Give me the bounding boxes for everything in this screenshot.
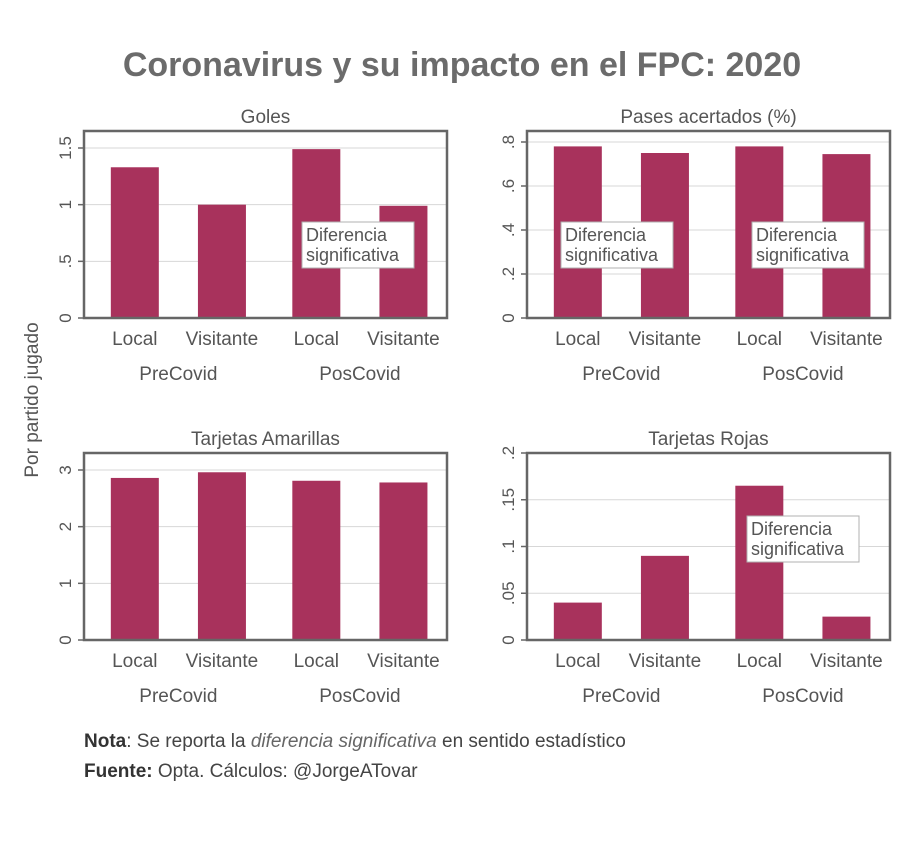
source-label: Fuente:	[84, 761, 153, 782]
panel-3: Tarjetas Amarillas 0 1 2 3 Local Visitante Loca…	[56, 429, 449, 707]
x-group-label: PosCovid	[762, 686, 843, 707]
bar-local-poscovid	[735, 485, 784, 640]
y-tick-label: .2	[499, 267, 518, 281]
bar-visitante-precovid	[197, 204, 246, 318]
x-group-label: PreCovid	[582, 686, 660, 707]
x-category-label: Local	[555, 651, 600, 672]
panel-frame	[82, 129, 449, 320]
panel-2: Pases acertados (%) 0 .2 .4 .6 .8 Local Visitan…	[499, 107, 892, 385]
note-label: Nota	[84, 731, 127, 752]
panel-frame	[525, 129, 892, 320]
annotation-text: Diferencia	[306, 225, 388, 245]
x-category-label: Visitante	[367, 329, 440, 350]
annotation-text: significativa	[306, 245, 400, 265]
bar-local-precovid	[553, 602, 602, 640]
panel-title: Tarjetas Rojas	[648, 429, 768, 450]
panel-title: Goles	[241, 107, 291, 128]
bar-local-poscovid	[292, 480, 341, 640]
y-tick-label: 0	[499, 313, 518, 322]
x-group-label: PreCovid	[139, 686, 217, 707]
y-tick-label: 2	[56, 522, 75, 531]
bar-local-precovid	[110, 477, 159, 640]
annotation-text: significativa	[751, 539, 845, 559]
annotation-text: Diferencia	[751, 519, 833, 539]
bar-local-precovid	[110, 167, 159, 318]
annotation-text: Diferencia	[756, 225, 838, 245]
bar-visitante-precovid	[640, 555, 689, 640]
note-text-after: en sentido estadístico	[436, 731, 626, 752]
note-italic: diferencia significativa	[250, 731, 437, 752]
x-group-label: PreCovid	[582, 364, 660, 385]
chart-title: Coronavirus y su impacto en el FPC: 2020	[123, 46, 801, 84]
source-line: Fuente: Opta. Cálculos: @JorgeATovar	[84, 761, 418, 783]
panels: Goles 0 .5 1 1.5 Local Visitante Local Visitante…	[56, 107, 892, 707]
note-line: Nota: Se reporta la diferencia significa…	[84, 731, 626, 753]
x-group-label: PosCovid	[319, 686, 400, 707]
x-category-label: Visitante	[367, 651, 440, 672]
annotation-text: significativa	[756, 245, 850, 265]
y-axis-label: Por partido jugado	[22, 322, 43, 477]
annotation-background	[746, 515, 860, 563]
annotation-text: significativa	[565, 245, 659, 265]
panel-title: Tarjetas Amarillas	[191, 429, 340, 450]
y-tick-label: 1.5	[56, 136, 75, 160]
panel-frame	[82, 451, 449, 642]
x-category-label: Visitante	[186, 651, 259, 672]
annotation-background	[560, 221, 674, 269]
x-category-label: Local	[555, 329, 600, 350]
x-category-label: Visitante	[810, 329, 883, 350]
annotation-background	[301, 221, 415, 269]
x-category-label: Visitante	[629, 329, 702, 350]
x-category-label: Visitante	[186, 329, 259, 350]
x-category-label: Local	[294, 651, 339, 672]
x-category-label: Local	[112, 329, 157, 350]
bar-visitante-poscovid	[822, 616, 871, 640]
y-tick-label: .5	[56, 254, 75, 268]
y-tick-label: .8	[499, 135, 518, 149]
y-tick-label: 3	[56, 465, 75, 474]
source-text: Opta. Cálculos: @JorgeATovar	[152, 761, 418, 782]
bar-visitante-precovid	[197, 472, 246, 640]
annotation-text: Diferencia	[565, 225, 647, 245]
panel-frame	[525, 451, 892, 642]
y-tick-label: .2	[499, 446, 518, 460]
x-group-label: PosCovid	[762, 364, 843, 385]
y-tick-label: 1	[56, 579, 75, 588]
note-text-before: : Se reporta la	[126, 731, 251, 752]
x-category-label: Local	[294, 329, 339, 350]
y-tick-label: 0	[56, 635, 75, 644]
y-tick-label: .4	[499, 223, 518, 237]
x-group-label: PosCovid	[319, 364, 400, 385]
panel-1: Goles 0 .5 1 1.5 Local Visitante Local Visitante…	[56, 107, 449, 385]
x-category-label: Visitante	[810, 651, 883, 672]
y-tick-label: .1	[499, 539, 518, 553]
annotation-background	[751, 221, 865, 269]
y-tick-label: 1	[56, 200, 75, 209]
y-tick-label: .05	[499, 581, 518, 605]
y-tick-label: .6	[499, 179, 518, 193]
x-category-label: Local	[737, 651, 782, 672]
x-category-label: Local	[737, 329, 782, 350]
panel-title: Pases acertados (%)	[620, 107, 796, 128]
y-tick-label: 0	[56, 313, 75, 322]
x-group-label: PreCovid	[139, 364, 217, 385]
x-category-label: Local	[112, 651, 157, 672]
x-category-label: Visitante	[629, 651, 702, 672]
y-tick-label: 0	[499, 635, 518, 644]
y-tick-label: .15	[499, 488, 518, 512]
bar-visitante-poscovid	[379, 482, 428, 640]
panel-4: Tarjetas Rojas 0 .05 .1 .15 .2 Local Visitante L…	[499, 429, 892, 707]
